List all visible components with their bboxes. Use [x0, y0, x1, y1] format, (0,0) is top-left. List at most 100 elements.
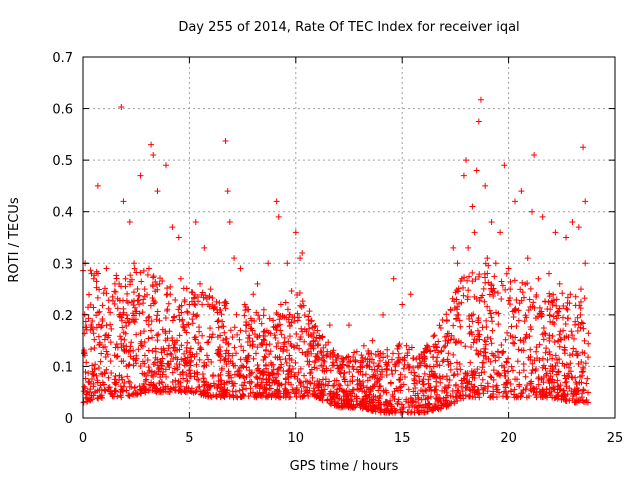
roti-point-background [500, 393, 507, 400]
roti-point-background [494, 386, 501, 393]
roti-point-background [231, 344, 238, 351]
roti-point-background [487, 394, 494, 401]
roti-point-background [194, 294, 201, 301]
roti-point-background [145, 387, 152, 394]
roti-point-background [384, 407, 391, 414]
roti-point-background [282, 355, 289, 362]
roti-point-background [528, 378, 535, 385]
roti-point-background [189, 351, 196, 358]
roti-point-background [120, 329, 127, 336]
roti-point-background [449, 387, 456, 394]
roti-point-background [488, 350, 495, 357]
roti-point-background [553, 296, 560, 303]
roti-point-background [495, 354, 502, 361]
roti-point-background [93, 284, 100, 291]
roti-point-background [223, 347, 230, 354]
roti-point [277, 301, 284, 308]
roti-point-background [400, 404, 407, 411]
roti-point-background [205, 381, 212, 388]
roti-point-background [545, 376, 552, 383]
roti-point-background [139, 358, 146, 365]
roti-point-background [259, 389, 266, 396]
roti-point-background [567, 360, 574, 367]
roti-point-background [481, 298, 488, 305]
roti-point [407, 291, 414, 298]
roti-point-background [465, 287, 472, 294]
roti-point-background [121, 348, 128, 355]
roti-point-background [107, 309, 114, 316]
roti-point-background [530, 388, 537, 395]
roti-point-background [531, 357, 538, 364]
roti-point-background [140, 296, 147, 303]
roti-point [556, 280, 563, 287]
roti-point-background [194, 312, 201, 319]
roti-point-background [301, 338, 308, 345]
roti-point-background [158, 358, 165, 365]
roti-point-background [179, 368, 186, 375]
y-tick-label: 0.4 [52, 206, 73, 221]
roti-point-background [430, 406, 437, 413]
roti-point-background [375, 387, 382, 394]
roti-point-background [445, 402, 452, 409]
roti-point-background [125, 319, 132, 326]
roti-point-background [313, 394, 320, 401]
roti-point-background [396, 406, 403, 413]
roti-point-background [319, 333, 326, 340]
roti-point-background [562, 375, 569, 382]
roti-point [380, 311, 387, 318]
roti-point-background [527, 324, 534, 331]
roti-point-background [253, 309, 260, 316]
roti-point-background [89, 376, 96, 383]
roti-point-background [310, 343, 317, 350]
roti-point-background [137, 330, 144, 337]
roti-point-background [582, 360, 589, 367]
roti-point-background [515, 307, 522, 314]
roti-point-background [334, 392, 341, 399]
roti-point-background [233, 350, 240, 357]
roti-point [94, 182, 101, 189]
roti-point-background [200, 389, 207, 396]
roti-point-background [431, 387, 438, 394]
roti-point-background [570, 335, 577, 342]
roti-point-background [131, 384, 138, 391]
roti-point-background [581, 337, 588, 344]
roti-point-background [157, 388, 164, 395]
roti-point-background [374, 377, 381, 384]
roti-point [539, 213, 546, 220]
roti-point-background [150, 273, 157, 280]
roti-point-background [275, 389, 282, 396]
y-tick-label: 0.5 [52, 154, 73, 169]
roti-point-background [187, 358, 194, 365]
roti-point-background [159, 371, 166, 378]
roti-point-background [125, 378, 132, 385]
y-tick-label: 0.3 [52, 257, 73, 272]
roti-point-background [560, 303, 567, 310]
roti-point-background [551, 339, 558, 346]
roti-point-background [165, 300, 172, 307]
roti-point-background [441, 387, 448, 394]
roti-point-background [351, 404, 358, 411]
roti-point-background [105, 297, 112, 304]
roti-point-background [388, 356, 395, 363]
roti-point-background [108, 370, 115, 377]
roti-point-background [215, 381, 222, 388]
roti-point-background [458, 383, 465, 390]
roti-point-background [331, 377, 338, 384]
roti-point-background [456, 317, 463, 324]
roti-point-background [242, 354, 249, 361]
roti-point [305, 317, 312, 324]
roti-point-background [391, 388, 398, 395]
roti-point-background [281, 314, 288, 321]
roti-point-background [133, 308, 140, 315]
roti-point-background [416, 359, 423, 366]
roti-point-background [236, 387, 243, 394]
roti-point-background [522, 386, 529, 393]
roti-point-background [435, 338, 442, 345]
roti-point-background [579, 397, 586, 404]
roti-point-background [306, 308, 313, 315]
roti-point-background [119, 297, 126, 304]
roti-point-background [377, 400, 384, 407]
roti-point [122, 275, 129, 282]
roti-point-background [555, 368, 562, 375]
roti-point-background [427, 393, 434, 400]
